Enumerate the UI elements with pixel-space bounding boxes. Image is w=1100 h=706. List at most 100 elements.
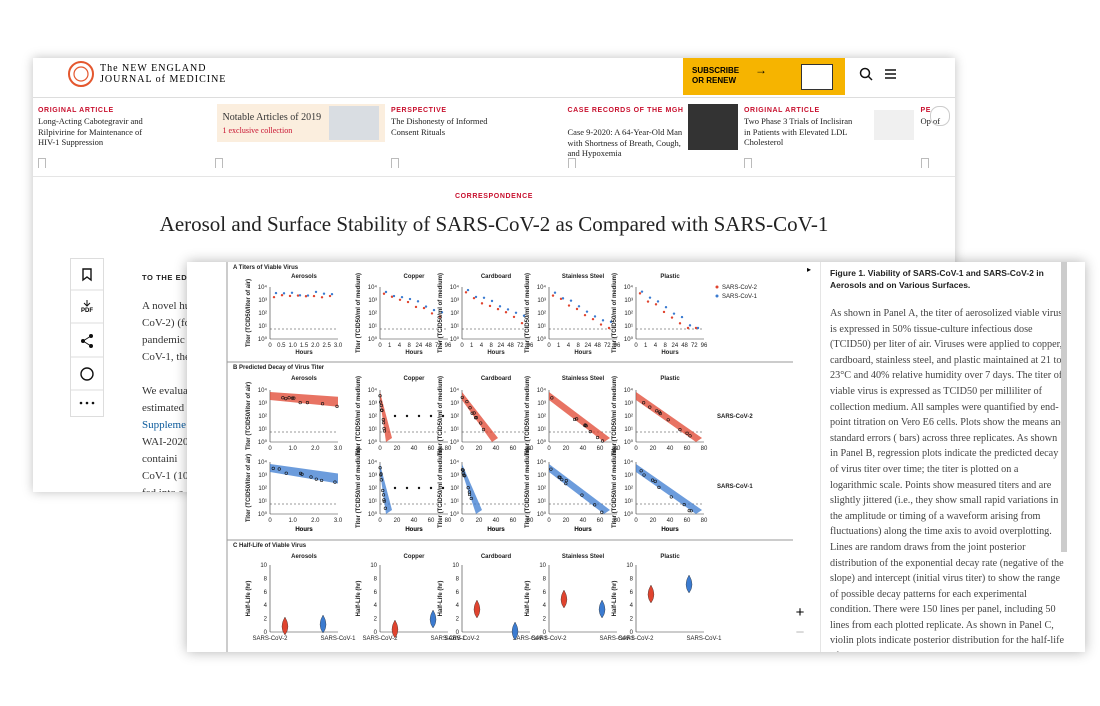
body-line[interactable]: Suppleme xyxy=(142,419,186,431)
promo-title[interactable]: Notable Articles of 2019 xyxy=(222,112,322,123)
point xyxy=(470,411,474,415)
x-tick-label: 8 xyxy=(576,343,580,349)
point xyxy=(567,304,571,307)
y-tick-label: 10² xyxy=(258,486,267,492)
point xyxy=(272,295,276,299)
card-kicker[interactable]: PERSPECTIVE xyxy=(391,107,447,114)
x-tick-label: 96 xyxy=(614,343,621,349)
point xyxy=(680,315,684,319)
point xyxy=(393,414,397,418)
x-tick-label: 4 xyxy=(398,343,402,349)
device-icon xyxy=(801,64,833,90)
divider xyxy=(33,176,955,177)
subscribe-text[interactable]: SUBSCRIBE OR RENEW xyxy=(692,66,740,85)
x-tick-label: 96 xyxy=(701,343,708,349)
bookmark-icon[interactable] xyxy=(214,158,223,168)
point xyxy=(378,400,383,404)
point xyxy=(600,439,605,443)
x-tick-label: 24 xyxy=(498,343,505,349)
y-tick-label: 10⁴ xyxy=(368,459,378,466)
decay-band xyxy=(270,392,338,407)
promo-image xyxy=(328,106,379,140)
body-line: A novel hu xyxy=(142,300,191,312)
promo-card[interactable]: Notable Articles of 2019 1 exclusive coll… xyxy=(216,104,385,142)
y-tick-label: 10⁴ xyxy=(450,284,460,291)
x-tick-label: 24 xyxy=(672,343,679,349)
subscribe-box[interactable]: SUBSCRIBE OR RENEW → xyxy=(683,58,845,95)
scrollbar[interactable] xyxy=(1061,262,1067,552)
x-tick-label: 2.5 xyxy=(322,343,331,349)
x-axis-label: Hours xyxy=(574,350,592,356)
bookmark-icon[interactable] xyxy=(391,158,399,168)
x-tick-label: 40 xyxy=(580,446,587,452)
y-axis-label: Titer (TCID50/liter of air) xyxy=(246,382,252,450)
card-kicker[interactable]: PE xyxy=(920,107,932,114)
point xyxy=(479,421,483,425)
next-button[interactable] xyxy=(930,106,950,126)
card-kicker[interactable]: ORIGINAL ARTICLE xyxy=(744,107,820,114)
point xyxy=(381,488,385,493)
y-axis-label: Half-Life (hr) xyxy=(525,581,531,617)
y-axis-label: Half-Life (hr) xyxy=(438,581,444,617)
card-kicker[interactable]: CASE RECORDS OF THE MGH xyxy=(567,107,684,114)
y-tick-label: 0 xyxy=(543,630,547,636)
y-tick-label: 10⁰ xyxy=(537,511,547,518)
column-title: Cardboard xyxy=(481,376,512,382)
pdf-label[interactable]: PDF xyxy=(81,308,93,314)
legend-swatch xyxy=(715,294,719,298)
card-kicker[interactable]: ORIGINAL ARTICLE xyxy=(38,107,114,114)
y-tick-label: 2 xyxy=(374,617,378,623)
bookmark-icon[interactable] xyxy=(38,158,46,168)
expand-arrow[interactable]: ▸ xyxy=(807,265,812,274)
point xyxy=(465,399,469,404)
point xyxy=(405,486,409,490)
header-icons[interactable] xyxy=(859,67,899,83)
y-axis-label: Titer (TCID50/ml of medium) xyxy=(525,448,531,528)
point xyxy=(274,291,278,295)
y-tick-label: 10³ xyxy=(537,401,546,407)
card-title[interactable]: Long-Acting Cabotegravir and Rilpivirine… xyxy=(38,116,143,147)
logo-icon xyxy=(68,61,94,87)
legend-label: SARS-CoV-2 xyxy=(722,285,758,291)
tool-icons[interactable] xyxy=(71,259,103,416)
point xyxy=(381,493,386,497)
legend-swatch xyxy=(715,285,719,289)
point xyxy=(561,297,565,300)
x-tick-label: 48 xyxy=(425,343,432,349)
point xyxy=(557,475,561,479)
point xyxy=(417,486,421,490)
x-axis-label: Hours xyxy=(405,350,423,356)
y-tick-label: 10³ xyxy=(537,473,546,479)
violin xyxy=(473,599,481,619)
y-tick-label: 10⁰ xyxy=(258,511,268,518)
card-title[interactable]: Case 9-2020: A 64-Year-Old Man with Shor… xyxy=(567,127,683,158)
bookmark-icon[interactable] xyxy=(567,158,576,168)
figure: A Titers of Viable Virus B Predicted Deca… xyxy=(226,262,793,652)
card-title[interactable]: Two Phase 3 Trials of Inclisiran in Pati… xyxy=(744,116,853,147)
y-tick-label: 10² xyxy=(258,414,267,420)
point xyxy=(333,480,337,484)
y-tick-label: 0 xyxy=(630,630,634,636)
promo-subtitle[interactable]: 1 exclusive collection xyxy=(222,126,293,135)
y-tick-label: 10³ xyxy=(450,298,459,304)
violin xyxy=(560,589,568,609)
y-tick-label: 10¹ xyxy=(624,427,633,433)
card-title[interactable]: The Dishonesty of Informed Consent Ritua… xyxy=(391,116,488,137)
y-tick-label: 10⁴ xyxy=(258,459,268,466)
point xyxy=(378,394,382,398)
point xyxy=(424,305,428,308)
zoom-controls[interactable]: + − xyxy=(790,603,810,643)
y-tick-label: 10⁰ xyxy=(450,511,460,518)
x-axis-label: Hours xyxy=(487,527,505,533)
logo-line: JOURNAL of MEDICINE xyxy=(100,74,227,85)
y-tick-label: 8 xyxy=(374,576,378,582)
y-tick-label: 10⁴ xyxy=(258,387,268,394)
bookmark-icon[interactable] xyxy=(920,158,929,168)
y-tick-label: 10¹ xyxy=(368,499,377,505)
divider xyxy=(33,97,955,98)
point xyxy=(580,493,584,497)
bookmark-icon[interactable] xyxy=(744,158,752,168)
y-tick-label: 6 xyxy=(264,590,268,596)
x-tick-label: 60 xyxy=(428,518,435,524)
point xyxy=(473,416,478,420)
